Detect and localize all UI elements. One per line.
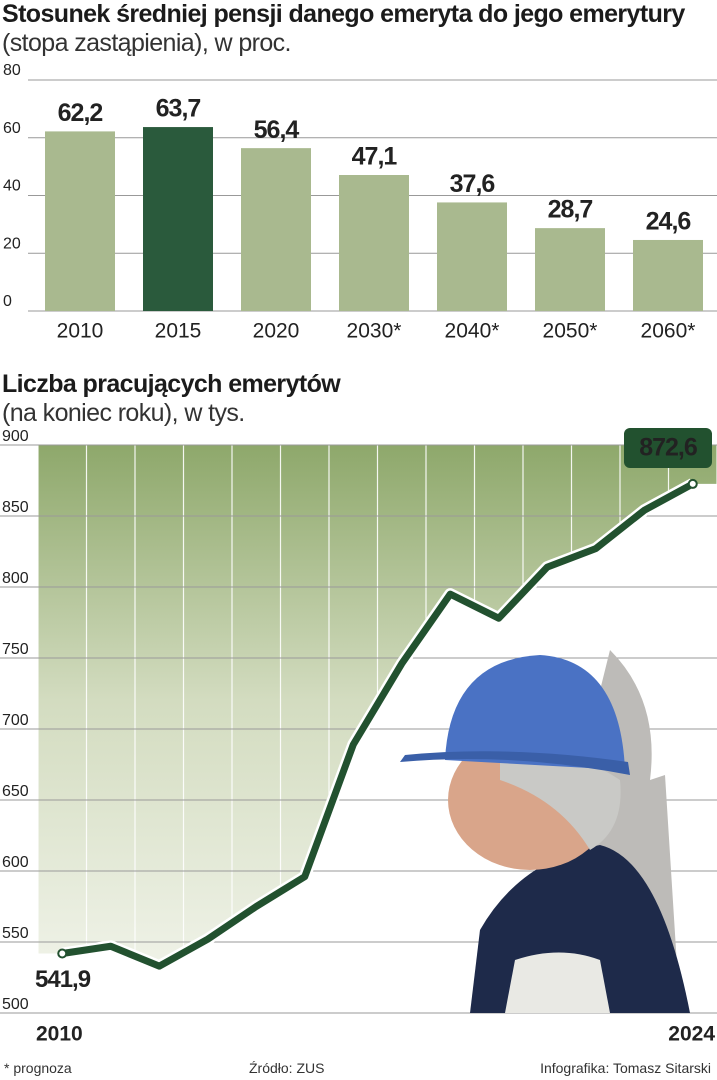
value-label: 28,7 [548,196,593,224]
line [61,480,695,970]
x-tick-label: 2015 [155,320,202,343]
title: Stosunek średniej pensji danego emeryta … [2,0,685,28]
y-tick-label: 40 [3,178,21,195]
value-label: 63,7 [156,95,201,123]
value-label-box [624,428,712,468]
value-label: 24,6 [646,208,691,236]
hair [500,753,621,850]
y-tick-label: 800 [2,570,29,587]
y-tick-label: 650 [2,783,29,800]
value-label: 62,2 [58,99,103,127]
title-2: Liczba pracujących emerytów (na koniec ro… [2,370,714,428]
x-tick-label: 2024 [668,1023,715,1046]
worker-illustration [400,650,690,1013]
x-tick-label: 2060* [641,320,696,343]
y-tick-label: 80 [3,62,21,79]
y-tick-label: 900 [2,428,29,445]
y-tick-label: 750 [2,641,29,658]
y-tick-label: 600 [2,854,29,871]
helmet-brim [400,751,630,775]
x-tick-label: 2030* [347,320,402,343]
value-label: 47,1 [352,143,398,171]
y-tick-label: 550 [2,925,29,942]
value-label: 56,4 [254,116,300,144]
bar [339,174,409,311]
title: Liczba pracujących emerytów [2,370,341,398]
bar [143,127,213,311]
y-tick-label: 850 [2,499,29,516]
value-label: 541,9 [35,966,91,993]
title-1: Stosunek średniej pensji danego emeryta … [2,0,714,58]
value-label: 872,6 [639,434,697,462]
helmet [445,655,625,770]
bar [45,131,115,311]
end-marker [687,478,698,489]
source: Źródło: ZUS [249,1060,325,1076]
end-marker [57,948,68,959]
value-label: 37,6 [450,170,495,198]
x-tick-label: 2020 [253,320,300,343]
bar [535,228,605,311]
shirt [505,952,610,1013]
bar [241,148,311,311]
y-tick-label: 700 [2,712,29,729]
subtitle: (na koniec roku), w tys. [2,399,245,427]
x-tick-label: 2010 [57,320,104,343]
y-tick-label: 0 [3,293,12,310]
y-tick-label: 500 [2,996,29,1013]
x-tick-label: 2040* [445,320,500,343]
bar [633,239,703,311]
x-tick-label: 2050* [543,320,598,343]
credit: Infografika: Tomasz Sitarski [540,1060,711,1076]
bar [437,202,507,311]
subtitle: (stopa zastąpienia), w proc. [2,29,292,57]
footnote: * prognoza [4,1060,72,1076]
x-tick-label: 2010 [36,1023,83,1046]
y-tick-label: 20 [3,235,21,252]
y-tick-label: 60 [3,120,21,137]
